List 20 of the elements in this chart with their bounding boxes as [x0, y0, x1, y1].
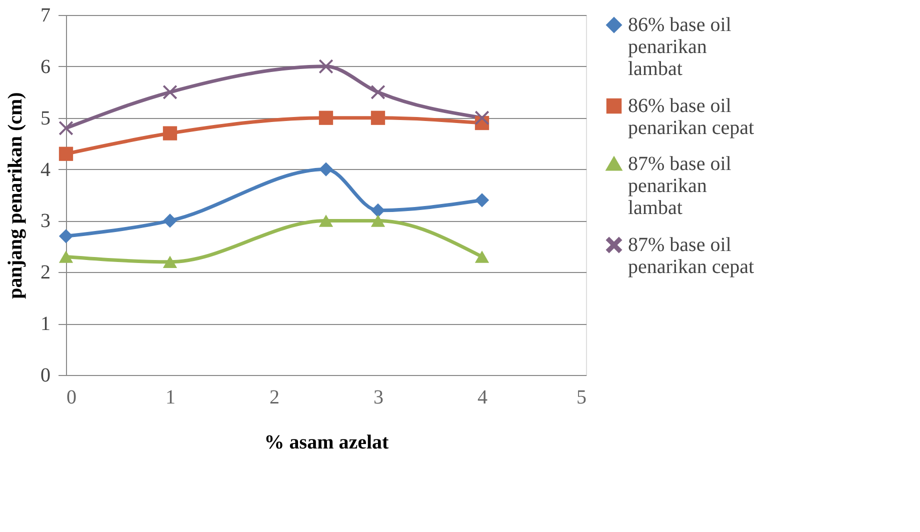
- x-tick-label: 3: [374, 386, 384, 408]
- y-tick-label: 6: [40, 56, 50, 78]
- y-axis-title: panjang penarikan (cm): [4, 92, 26, 299]
- legend-label: 87% base oil penarikan lambat: [628, 153, 732, 219]
- legend-label: 87% base oil penarikan cepat: [628, 234, 754, 278]
- x-tick-label: 4: [478, 386, 488, 408]
- legend-label: 86% base oil penarikan lambat: [628, 14, 732, 80]
- legend-label: 86% base oil penarikan cepat: [628, 95, 754, 139]
- x-tick-label: 1: [166, 386, 176, 408]
- y-tick-label: 4: [40, 158, 50, 181]
- x-tick-label: 2: [270, 386, 280, 408]
- y-tick-label: 2: [40, 262, 50, 284]
- x-tick-label: 5: [576, 386, 586, 408]
- y-tick-label: 3: [40, 210, 50, 232]
- x-axis-title: % asam azelat: [264, 432, 390, 454]
- x-tick-label: 0: [66, 386, 76, 408]
- y-tick-label: 0: [40, 364, 50, 386]
- y-tick-label: 1: [40, 313, 50, 336]
- y-tick-label: 7: [40, 4, 50, 26]
- y-tick-label: 5: [40, 107, 50, 130]
